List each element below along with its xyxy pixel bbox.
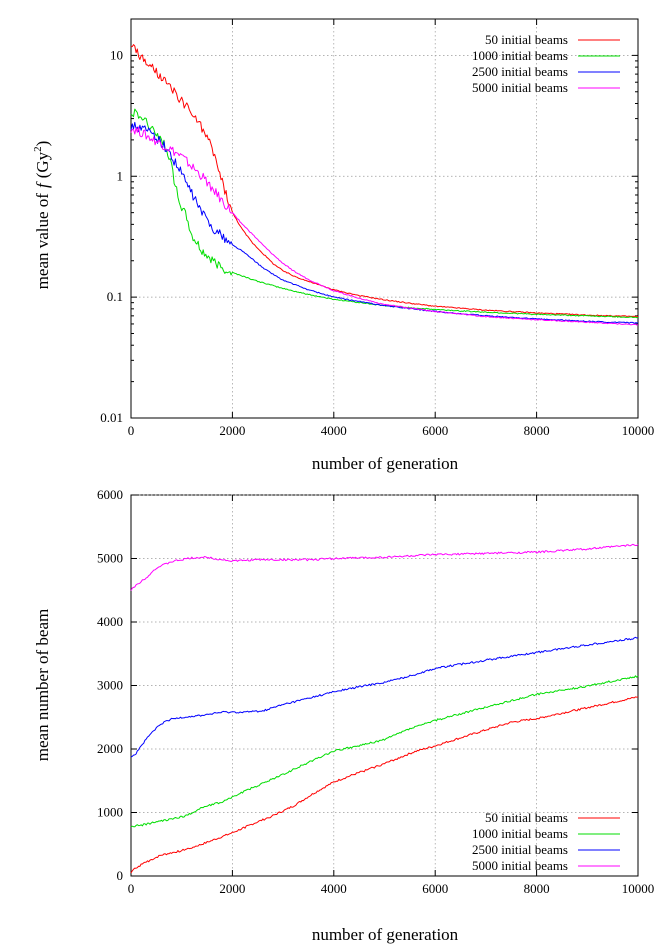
bottom-x-axis-title: number of generation xyxy=(312,925,459,944)
top-y-axis-title-unit: (Gy xyxy=(33,151,52,178)
top-series-group xyxy=(130,44,639,326)
bottom-series-line-1000 xyxy=(130,675,639,828)
bottom-y-tick-label: 6000 xyxy=(97,487,123,502)
top-ticks: 0 2000 4000 6000 8000 10000 0.01 0.1 1 10 xyxy=(100,18,655,438)
bottom-x-tick-label: 8000 xyxy=(524,881,550,896)
bottom-series-group xyxy=(130,543,639,874)
bottom-x-tick-label: 4000 xyxy=(321,881,347,896)
top-series-line-5000 xyxy=(130,126,639,326)
bottom-x-tick-label: 2000 xyxy=(219,881,245,896)
bottom-series-line-2500 xyxy=(130,636,639,758)
top-x-tick-label: 8000 xyxy=(524,423,550,438)
top-y-tick-label: 1 xyxy=(117,168,124,183)
bottom-x-tick-label: 10000 xyxy=(622,881,655,896)
bottom-chart: 0 2000 4000 6000 8000 10000 0 1000 2000 3000 4000 5… xyxy=(33,487,654,944)
bottom-series-line-5000 xyxy=(130,543,639,591)
top-series-line-50 xyxy=(130,44,639,318)
bottom-y-tick-label: 4000 xyxy=(97,614,123,629)
top-legend-label: 2500 initial beams xyxy=(472,64,568,79)
top-legend-label: 50 initial beams xyxy=(485,32,568,47)
bottom-y-tick-label: 2000 xyxy=(97,741,123,756)
top-series-line-1000 xyxy=(130,108,639,319)
bottom-grid xyxy=(131,494,638,876)
top-x-tick-label: 0 xyxy=(128,423,135,438)
top-y-tick-label: 0.1 xyxy=(107,289,123,304)
bottom-legend-label: 2500 initial beams xyxy=(472,842,568,857)
top-y-tick-label: 0.01 xyxy=(100,410,123,425)
top-legend-label: 5000 initial beams xyxy=(472,80,568,95)
top-y-tick-label: 10 xyxy=(110,47,123,62)
bottom-series-line-50 xyxy=(130,696,639,874)
top-y-axis-title-prefix: mean value of xyxy=(33,193,52,290)
bottom-y-tick-label: 0 xyxy=(117,868,124,883)
top-legend-label: 1000 initial beams xyxy=(472,48,568,63)
top-x-tick-label: 4000 xyxy=(321,423,347,438)
top-y-axis-title-var: f xyxy=(33,181,52,188)
top-y-axis-title-unit-exp: 2 xyxy=(32,146,44,152)
bottom-legend-label: 5000 initial beams xyxy=(472,858,568,873)
top-x-tick-label: 2000 xyxy=(219,423,245,438)
bottom-x-tick-label: 6000 xyxy=(422,881,448,896)
bottom-y-tick-label: 5000 xyxy=(97,551,123,566)
top-series-line-2500 xyxy=(130,121,639,324)
bottom-y-axis-title: mean number of beam xyxy=(33,609,52,761)
bottom-legend-label: 1000 initial beams xyxy=(472,826,568,841)
top-x-tick-label: 10000 xyxy=(622,423,655,438)
bottom-ticks: 0 2000 4000 6000 8000 10000 0 1000 2000 3000 4000 5… xyxy=(97,487,654,896)
bottom-y-tick-label: 3000 xyxy=(97,678,123,693)
bottom-y-tick-label: 1000 xyxy=(97,805,123,820)
top-x-axis-title: number of generation xyxy=(312,454,459,473)
top-y-axis-title: mean value of f (Gy2) xyxy=(32,141,52,290)
top-chart: 0 2000 4000 6000 8000 10000 0.01 0.1 1 10 50 init… xyxy=(32,18,655,473)
bottom-legend-label: 50 initial beams xyxy=(485,810,568,825)
top-y-axis-title-unit-close: ) xyxy=(33,141,52,147)
top-x-tick-label: 6000 xyxy=(422,423,448,438)
bottom-x-tick-label: 0 xyxy=(128,881,135,896)
top-grid xyxy=(131,19,638,418)
top-plot-frame xyxy=(130,18,639,419)
